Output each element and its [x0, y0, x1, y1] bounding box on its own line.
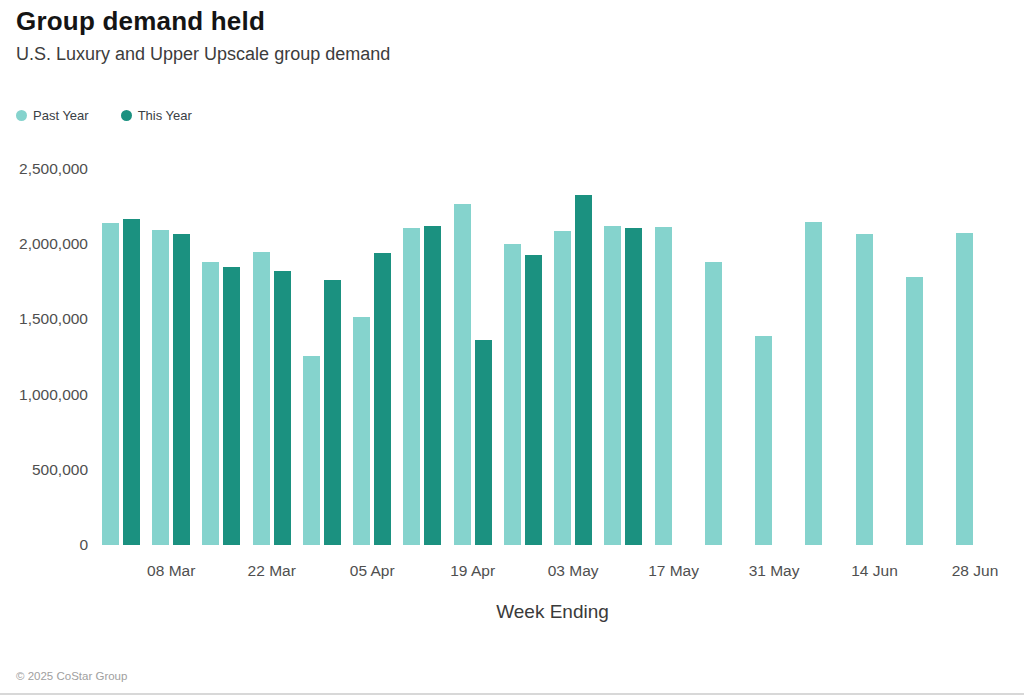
bar-past-year: [504, 244, 521, 545]
bar-group-19-apr: [454, 169, 492, 545]
bar-past-year: [705, 262, 722, 545]
bar-past-year: [152, 230, 169, 545]
x-axis-tick-label: 22 Mar: [253, 562, 291, 580]
bar-past-year: [554, 231, 571, 545]
plot-area: [95, 169, 1010, 545]
y-axis-tick-label: 1,000,000: [19, 386, 88, 404]
bar-group-29-mar: [303, 169, 341, 545]
bar-group-15-mar: [202, 169, 240, 545]
bar-past-year: [353, 317, 370, 545]
y-axis-tick-label: 0: [79, 536, 88, 554]
bar-group-14-jun: [856, 169, 894, 545]
bar-group-12-apr: [403, 169, 441, 545]
bar-group-10-may: [604, 169, 642, 545]
legend-label: This Year: [138, 108, 192, 123]
bar-this-year: [625, 228, 642, 545]
bar-past-year: [403, 228, 420, 545]
x-axis-tick-label: [805, 562, 843, 580]
bar-group-17-may: [655, 169, 693, 545]
page-title: Group demand held: [16, 6, 265, 37]
y-axis-tick-label: 2,000,000: [19, 235, 88, 253]
bar-past-year: [102, 223, 119, 545]
legend-item-this-year: This Year: [121, 108, 192, 123]
x-axis-tick-label: [504, 562, 542, 580]
bar-group-03-may: [554, 169, 592, 545]
x-axis-tick-label: 31 May: [755, 562, 793, 580]
x-axis-tick-label: 05 Apr: [353, 562, 391, 580]
x-axis-title: Week Ending: [95, 601, 1010, 623]
x-axis-tick-label: [202, 562, 240, 580]
x-axis-tick-label: [705, 562, 743, 580]
bar-group-24-may: [705, 169, 743, 545]
bar-this-year: [324, 280, 341, 545]
bar-past-year: [604, 226, 621, 545]
bar-past-year: [303, 356, 320, 545]
bar-group-31-may: [755, 169, 793, 545]
bar-this-year: [475, 340, 492, 545]
bar-this-year: [424, 226, 441, 545]
y-axis: 0500,0001,000,0001,500,0002,000,0002,500…: [0, 169, 88, 545]
x-axis-tick-label: [102, 562, 140, 580]
x-axis-tick-label: 17 May: [655, 562, 693, 580]
x-axis-tick-label: [906, 562, 944, 580]
bar-group-01-mar: [102, 169, 140, 545]
bar-past-year: [655, 227, 672, 545]
bar-past-year: [454, 204, 471, 545]
bar-this-year: [374, 253, 391, 545]
bar-group-26-apr: [504, 169, 542, 545]
bar-group-28-jun: [956, 169, 994, 545]
bar-past-year: [906, 277, 923, 545]
bar-this-year: [223, 267, 240, 545]
x-axis-tick-label: [403, 562, 441, 580]
x-axis-tick-label: 28 Jun: [956, 562, 994, 580]
x-axis-tick-label: [303, 562, 341, 580]
y-axis-tick-label: 1,500,000: [19, 310, 88, 328]
bar-past-year: [202, 262, 219, 546]
bar-group-05-apr: [353, 169, 391, 545]
chart-card: Group demand held U.S. Luxury and Upper …: [0, 0, 1024, 695]
bar-past-year: [805, 222, 822, 545]
bar-past-year: [856, 234, 873, 545]
x-axis-tick-label: 19 Apr: [454, 562, 492, 580]
x-axis: 08 Mar 22 Mar 05 Apr 19 Apr 03 May 17 May 31 M…: [95, 562, 1010, 580]
legend-label: Past Year: [33, 108, 89, 123]
legend: Past Year This Year: [16, 108, 192, 123]
bar-this-year: [123, 219, 140, 545]
x-axis-tick-label: 03 May: [554, 562, 592, 580]
y-axis-tick-label: 2,500,000: [19, 160, 88, 178]
bar-past-year: [755, 336, 772, 545]
bar-group-07-jun: [805, 169, 843, 545]
bar-past-year: [956, 233, 973, 545]
bar-this-year: [173, 234, 190, 545]
bar-group-22-mar: [253, 169, 291, 545]
bar-this-year: [575, 195, 592, 545]
bar-this-year: [274, 271, 291, 545]
copyright-text: © 2025 CoStar Group: [16, 670, 127, 682]
bar-group-21-jun: [906, 169, 944, 545]
legend-dot-icon: [16, 110, 27, 121]
x-axis-tick-label: [604, 562, 642, 580]
chart-subtitle: U.S. Luxury and Upper Upscale group dema…: [16, 44, 390, 65]
bar-past-year: [253, 252, 270, 545]
bar-group-08-mar: [152, 169, 190, 545]
x-axis-tick-label: 08 Mar: [152, 562, 190, 580]
bar-this-year: [525, 255, 542, 545]
x-axis-tick-label: 14 Jun: [856, 562, 894, 580]
legend-item-past-year: Past Year: [16, 108, 89, 123]
y-axis-tick-label: 500,000: [32, 461, 88, 479]
legend-dot-icon: [121, 110, 132, 121]
